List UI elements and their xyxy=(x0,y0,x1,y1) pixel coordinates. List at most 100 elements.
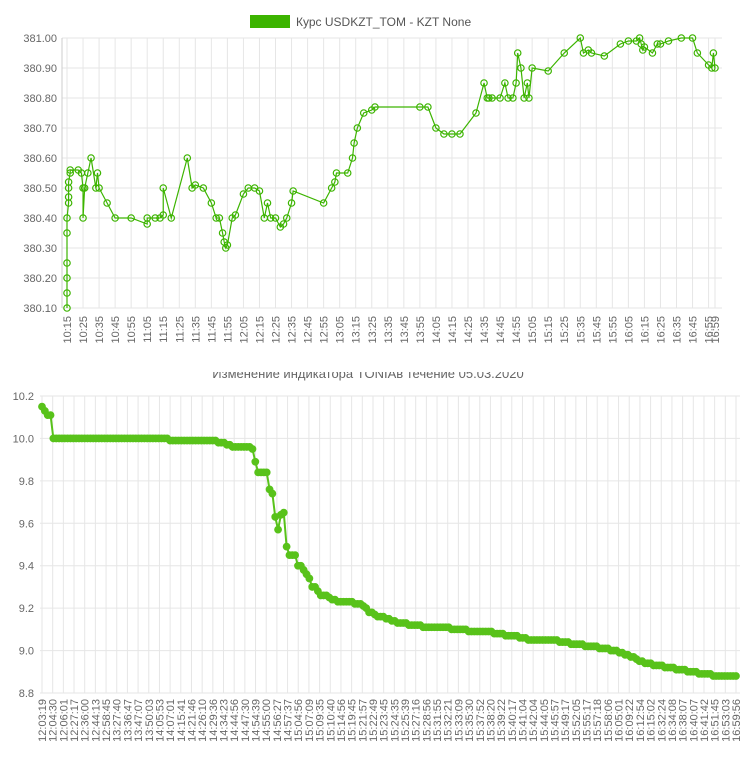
usdkzt-data-point[interactable] xyxy=(63,229,71,237)
usdkzt-data-point[interactable] xyxy=(350,139,358,147)
usdkzt-data-point[interactable] xyxy=(80,184,89,192)
usdkzt-data-point[interactable] xyxy=(63,259,71,267)
usdkzt-data-point[interactable] xyxy=(456,130,464,138)
usdkzt-data-point[interactable] xyxy=(183,154,192,162)
usdkzt-data-point[interactable] xyxy=(504,94,512,102)
usdkzt-data-point[interactable] xyxy=(223,241,232,249)
usdkzt-data-point[interactable] xyxy=(207,199,216,207)
usdkzt-data-point[interactable] xyxy=(648,49,657,57)
usdkzt-data-point[interactable] xyxy=(709,49,718,57)
tonia-data-point[interactable] xyxy=(732,672,740,680)
usdkzt-data-point[interactable] xyxy=(587,49,596,57)
tonia-data-point[interactable] xyxy=(279,508,288,517)
usdkzt-data-point[interactable] xyxy=(151,214,160,222)
usdkzt-data-point[interactable] xyxy=(513,49,522,57)
usdkzt-data-point[interactable] xyxy=(159,211,168,219)
tonia-data-point[interactable] xyxy=(268,489,277,498)
usdkzt-data-point[interactable] xyxy=(92,184,100,192)
usdkzt-data-point[interactable] xyxy=(279,220,288,228)
tonia-data-point[interactable] xyxy=(291,551,300,560)
usdkzt-data-point[interactable] xyxy=(79,214,87,222)
usdkzt-data-point[interactable] xyxy=(693,49,702,57)
chart1-legend[interactable]: Курс USDKZT_TOM - KZT None xyxy=(250,15,471,29)
usdkzt-data-point[interactable] xyxy=(688,34,697,42)
usdkzt-data-point[interactable] xyxy=(63,274,71,282)
usdkzt-data-point[interactable] xyxy=(416,103,424,111)
usdkzt-data-point[interactable] xyxy=(520,94,528,102)
usdkzt-data-point[interactable] xyxy=(501,79,509,87)
usdkzt-data-point[interactable] xyxy=(332,169,341,177)
usdkzt-data-point[interactable] xyxy=(127,214,135,222)
usdkzt-data-point[interactable] xyxy=(485,94,493,102)
usdkzt-data-point[interactable] xyxy=(523,79,532,87)
tonia-data-point[interactable] xyxy=(248,445,257,453)
usdkzt-data-point[interactable] xyxy=(319,199,328,207)
usdkzt-data-point[interactable] xyxy=(95,184,103,192)
tonia-data-point[interactable] xyxy=(251,457,260,466)
tonia-data-point[interactable] xyxy=(274,525,282,534)
usdkzt-data-point[interactable] xyxy=(653,40,662,48)
usdkzt-data-point[interactable] xyxy=(640,43,649,51)
tonia-data-point[interactable] xyxy=(262,468,271,477)
usdkzt-data-point[interactable] xyxy=(215,214,224,222)
usdkzt-data-point[interactable] xyxy=(616,40,625,48)
usdkzt-data-point[interactable] xyxy=(353,124,362,132)
usdkzt-data-point[interactable] xyxy=(359,109,368,117)
usdkzt-data-point[interactable] xyxy=(231,211,240,219)
usdkzt-data-point[interactable] xyxy=(84,169,92,177)
usdkzt-data-point[interactable] xyxy=(63,289,71,297)
usdkzt-data-point[interactable] xyxy=(103,199,111,207)
usdkzt-data-point[interactable] xyxy=(64,178,73,186)
usdkzt-data-point[interactable] xyxy=(343,169,352,177)
usdkzt-data-point[interactable] xyxy=(525,94,533,102)
usdkzt-data-point[interactable] xyxy=(66,169,75,177)
usdkzt-data-point[interactable] xyxy=(239,190,248,198)
usdkzt-data-point[interactable] xyxy=(472,109,480,117)
usdkzt-data-point[interactable] xyxy=(66,166,75,174)
usdkzt-data-point[interactable] xyxy=(63,304,71,312)
usdkzt-data-point[interactable] xyxy=(143,214,151,222)
usdkzt-data-point[interactable] xyxy=(424,103,432,111)
usdkzt-data-point[interactable] xyxy=(255,187,264,195)
usdkzt-data-point[interactable] xyxy=(287,199,296,207)
usdkzt-data-point[interactable] xyxy=(677,34,686,42)
usdkzt-data-point[interactable] xyxy=(488,94,496,102)
usdkzt-data-point[interactable] xyxy=(480,79,488,87)
usdkzt-data-point[interactable] xyxy=(440,130,448,138)
usdkzt-data-point[interactable] xyxy=(263,199,272,207)
usdkzt-data-point[interactable] xyxy=(218,229,227,237)
usdkzt-data-point[interactable] xyxy=(560,49,569,57)
usdkzt-data-point[interactable] xyxy=(517,64,525,72)
usdkzt-data-point[interactable] xyxy=(664,37,673,45)
usdkzt-data-point[interactable] xyxy=(93,169,102,177)
usdkzt-data-point[interactable] xyxy=(191,181,200,189)
usdkzt-data-point[interactable] xyxy=(167,214,176,222)
usdkzt-data-point[interactable] xyxy=(331,178,339,186)
usdkzt-data-point[interactable] xyxy=(600,52,609,60)
usdkzt-data-point[interactable] xyxy=(289,187,297,195)
usdkzt-data-point[interactable] xyxy=(509,94,517,102)
usdkzt-data-point[interactable] xyxy=(199,184,208,192)
usdkzt-data-point[interactable] xyxy=(576,34,585,42)
usdkzt-data-point[interactable] xyxy=(711,64,719,72)
usdkzt-data-point[interactable] xyxy=(63,214,71,222)
usdkzt-data-point[interactable] xyxy=(282,214,291,222)
usdkzt-data-point[interactable] xyxy=(448,130,456,138)
usdkzt-data-point[interactable] xyxy=(111,214,119,222)
usdkzt-data-point[interactable] xyxy=(371,103,379,111)
usdkzt-data-point[interactable] xyxy=(87,154,95,162)
usdkzt-data-point[interactable] xyxy=(348,154,357,162)
usdkzt-data-point[interactable] xyxy=(512,79,520,87)
usdkzt-data-point[interactable] xyxy=(212,214,220,222)
tonia-data-point[interactable] xyxy=(305,574,314,583)
usdkzt-data-point[interactable] xyxy=(624,37,633,45)
usdkzt-data-point[interactable] xyxy=(266,214,275,222)
usdkzt-data-point[interactable] xyxy=(64,193,73,201)
usdkzt-data-point[interactable] xyxy=(327,184,336,192)
usdkzt-data-point[interactable] xyxy=(528,64,536,72)
tonia-data-point[interactable] xyxy=(282,542,291,551)
usdkzt-data-point[interactable] xyxy=(159,184,168,192)
usdkzt-data-point[interactable] xyxy=(544,67,552,75)
usdkzt-data-point[interactable] xyxy=(496,94,504,102)
usdkzt-data-point[interactable] xyxy=(432,124,440,132)
